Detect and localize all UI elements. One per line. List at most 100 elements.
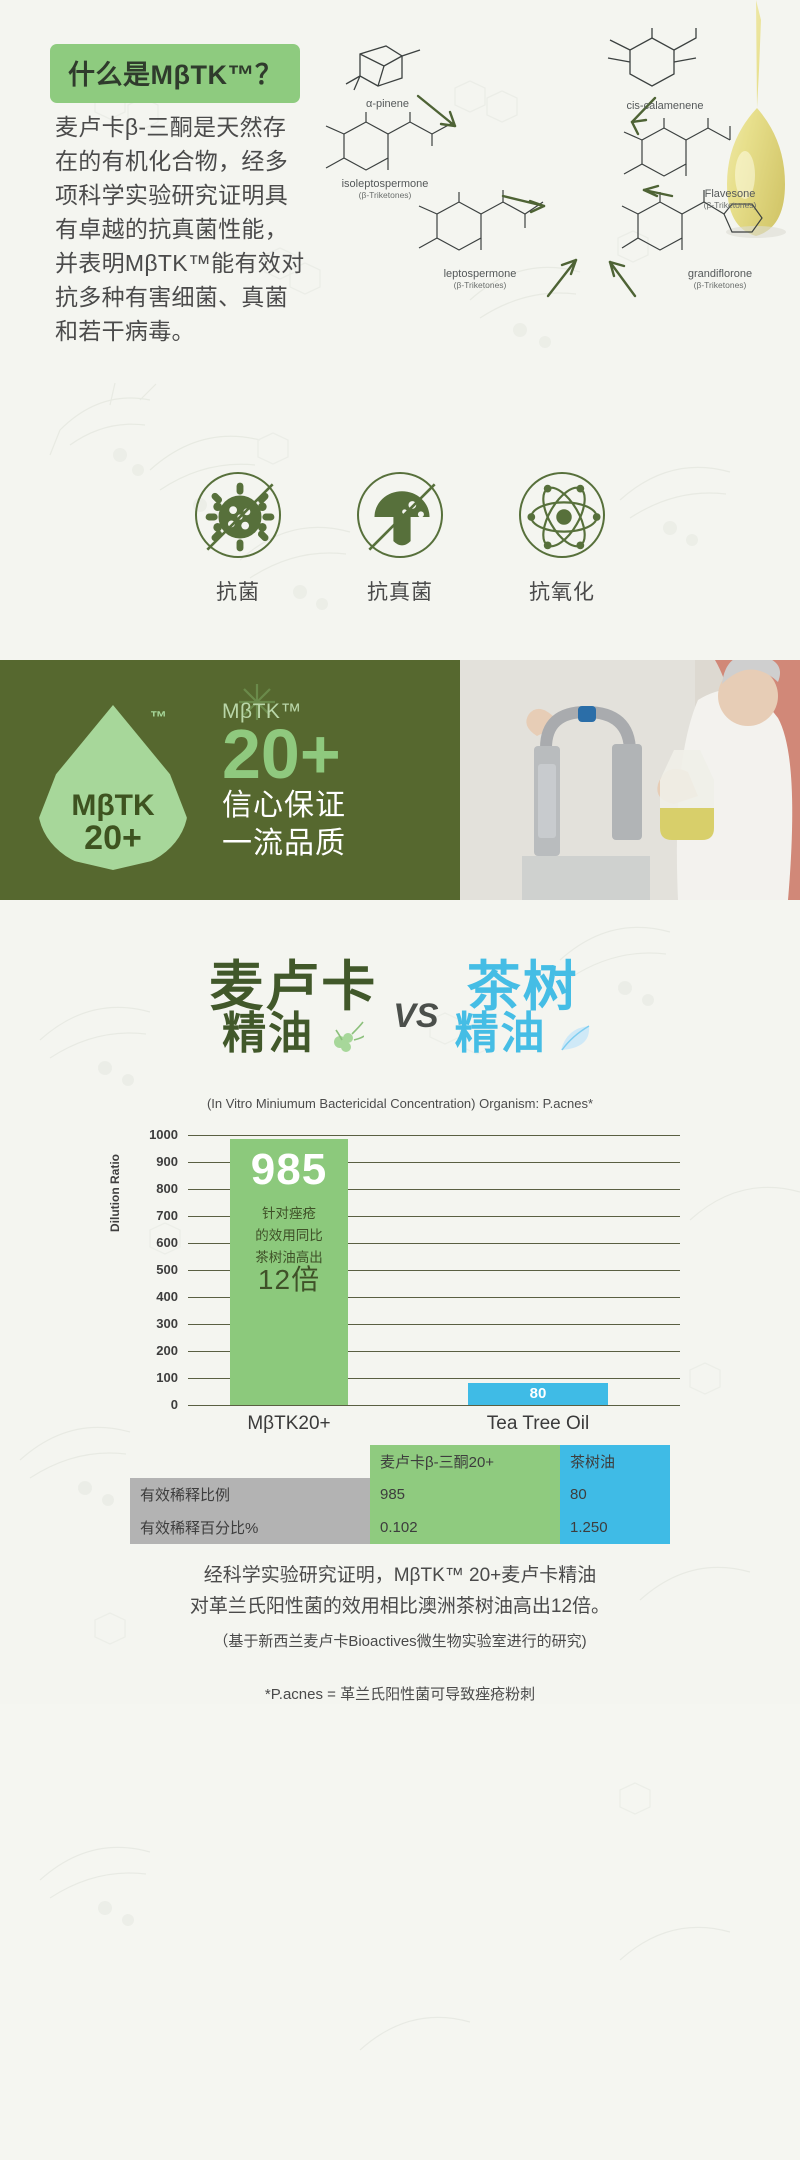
table-header-blank [130,1445,370,1478]
trademark-symbol: ™ [150,708,167,727]
row-label-dilution-ratio: 有效稀释比例 [130,1478,370,1511]
intro-section: 什么是MβTK™？ 麦卢卡β-三酮是天然存在的有机化合物，经多项科学实验研究证明… [0,0,800,660]
drop-line2: 20+ [84,819,142,858]
mushroom-icon [368,483,436,551]
bar-chart: Dilution Ratio 1000 900 800 700 600 500 … [108,1127,680,1434]
note-line-2: 的效用同比 [255,1228,323,1243]
flavesone-structure-icon [623,118,731,177]
x-label-tea-tree: Tea Tree Oil [486,1413,590,1434]
vs-heading: 麦卢卡 精油 VS 茶树 精油 [0,928,800,1088]
tea-tree-line2-text: 精油 [454,1008,547,1058]
antioxidant-icon [527,484,601,550]
molecule-name: isoleptospermone [341,178,429,190]
molecule-class: (β-Triketones) [358,190,412,200]
y-tick-400: 400 [156,1289,178,1304]
molecule-label-cis-calamenene: cis-calamenene [600,100,730,112]
closing-line-3: （基于新西兰麦卢卡Bioactives微生物实验室进行的研究) [213,1633,587,1650]
table-row: 有效稀释比例 985 80 [130,1478,670,1511]
molecule-name: α-pinene [365,98,410,110]
tea-tree-line2: 精油 [455,1011,591,1055]
vs-separator: VS [393,996,439,1035]
row-value-tea-dilution: 80 [560,1478,670,1511]
benefit-antifungal: 抗真菌 [340,472,460,606]
molecule-label-grandiflorone: grandiflorone (β-Triketones) [645,268,795,290]
sparkle-icon [239,684,275,720]
benefit-antibacterial: 抗菌 [178,472,298,606]
chart-caption: (In Vitro Miniumum Bactericidal Concentr… [206,1096,594,1111]
lab-photo-illustration [460,660,800,900]
benefit-circle [519,472,605,558]
benefit-label: 抗菌 [216,581,260,604]
y-tick-900: 900 [156,1154,178,1169]
y-tick-800: 800 [156,1181,178,1196]
comparison-table: 麦卢卡β-三酮20+ 茶树油 有效稀释比例 985 80 有效稀释百分比% 0.… [130,1445,670,1544]
table-header-mbtk: 麦卢卡β-三酮20+ [370,1445,560,1478]
oil-drop-illustration [726,0,786,238]
maluka-heading: 麦卢卡 精油 [209,956,378,1055]
molecule-name: leptospermone [443,268,517,280]
closing-line-1: 经科学实验研究证明，MβTK™ 20+麦卢卡精油 [203,1565,597,1586]
note-line-1: 针对痤疮 [262,1206,316,1221]
molecule-class: (β-Triketones) [453,280,507,290]
y-tick-300: 300 [156,1316,178,1331]
closing-line-2: 对革兰氏阳性菌的效用相比澳洲茶树油高出12倍。 [189,1596,611,1617]
y-tick-500: 500 [156,1262,178,1277]
y-tick-100: 100 [156,1370,178,1385]
table-header-tea-tree: 茶树油 [560,1445,670,1478]
guarantee-banner: MβTK 20+ ™ MβTK™ 20+ 信心保证 一流品质 [0,660,800,900]
isoleptospermone-structure-icon: OH [325,112,455,171]
y-tick-600: 600 [156,1235,178,1250]
banner-mbtk-label: MβTK™ [222,700,302,723]
molecule-name: Flavesone [704,188,756,200]
molecule-label-leptospermone: leptospermone (β-Triketones) [400,268,560,290]
molecule-class: (β-Triketones) [703,200,757,210]
cis-calamenene-structure-icon [607,28,697,87]
note-line-3: 茶树油高出 [255,1250,323,1265]
lab-photo [460,660,800,900]
alpha-pinene-structure-icon [345,45,421,91]
footnote: *P.acnes = 革兰氏阳性菌可导致痤疮粉刺 [264,1686,536,1703]
y-tick-0: 0 [170,1397,178,1412]
mbtk-drop-logo: MβTK 20+ [38,705,188,870]
bar-mbtk-note: 针对痤疮 的效用同比 茶树油高出 12倍 [230,1195,348,1295]
table-row: 有效稀释百分比% 0.102 1.250 [130,1511,670,1544]
benefits-row: 抗菌 抗真菌 [0,472,800,606]
tea-tree-heading: 茶树 精油 [455,960,591,1055]
leptospermone-structure-icon [418,190,544,251]
molecule-label-a-pinene: α-pinene [340,98,435,110]
intro-title: 什么是MβTK™？ [50,44,301,103]
row-label-dilution-percent: 有效稀释百分比% [130,1511,370,1544]
closing-statement: 经科学实验研究证明，MβTK™ 20+麦卢卡精油 对革兰氏阳性菌的效用相比澳洲茶… [100,1560,700,1657]
banner-cn-line1: 信心保证 [222,789,346,823]
drop-text: MβTK 20+ [38,705,188,870]
molecule-label-flavesone: Flavesone (β-Triketones) [670,188,790,210]
row-value-mbtk-dilution: 985 [370,1478,560,1511]
bar-tea-tree: 80 [468,1383,608,1405]
benefit-antioxidant: 抗氧化 [502,472,622,606]
bar-tea-tree-value: 80 [529,1385,547,1402]
bar-mbtk: 985 针对痤疮 的效用同比 茶树油高出 12倍 [230,1139,348,1405]
x-label-mbtk: MβTK20+ [247,1413,331,1434]
banner-copy: MβTK™ 20+ 信心保证 一流品质 [222,700,462,862]
comparison-section: 麦卢卡 精油 VS 茶树 精油 [0,900,800,2051]
banner-left: MβTK 20+ ™ MβTK™ 20+ 信心保证 一流品质 [0,660,460,900]
y-tick-1000: 1000 [149,1127,178,1142]
arrows-to-drop [416,94,674,298]
intro-description: 麦卢卡β-三酮是天然存在的有机化合物，经多项科学实验研究证明具有卓越的抗真菌性能… [55,114,305,344]
leaf-sprig-icon [334,1021,365,1052]
banner-grade: 20+ [222,715,341,793]
drop-line1: MβTK [71,788,155,822]
leaf-icon [560,1025,590,1051]
maluka-line1: 麦卢卡 [209,956,378,1017]
row-value-tea-percent: 1.250 [560,1511,670,1544]
note-multiplier: 12倍 [257,1264,321,1295]
table-header-row: 麦卢卡β-三酮20+ 茶树油 [130,1445,670,1478]
molecule-diagram: OH [300,0,800,320]
maluka-line2-text: 精油 [222,1008,315,1058]
molecule-class: (β-Triketones) [693,280,747,290]
y-tick-700: 700 [156,1208,178,1223]
benefit-circle [357,472,443,558]
molecule-name: grandiflorone [687,268,753,280]
maluka-line2: 精油 [209,1011,377,1055]
bacteria-icon [205,482,275,552]
